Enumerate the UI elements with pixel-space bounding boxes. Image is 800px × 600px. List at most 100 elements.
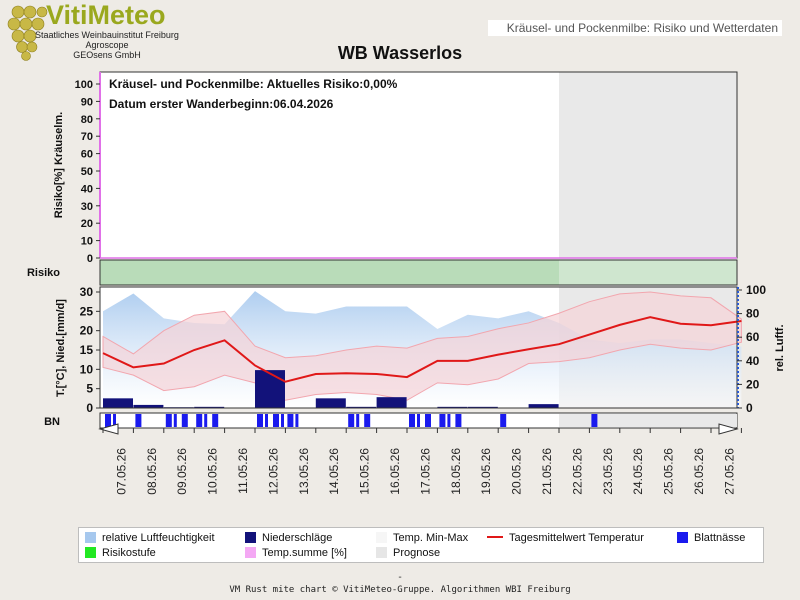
leaf-wetness-bar: [273, 414, 279, 427]
risk-band-observed: [100, 260, 559, 285]
humidity-y-tick-label: 100: [746, 283, 766, 297]
station-title: WB Wasserlos: [337, 43, 463, 63]
leaf-wetness-bar: [113, 414, 116, 427]
humidity-y-tick-label: 0: [746, 401, 753, 415]
risk-band-forecast: [559, 260, 737, 285]
leaf-wetness-bar: [409, 414, 415, 427]
leaf-wetness-label: BN: [44, 416, 60, 428]
leaf-wetness-bar: [447, 414, 451, 427]
legend-item-precip: Niederschläge: [245, 531, 332, 545]
chart-legend: relative Luftfeuchtigkeit Niederschläge …: [78, 527, 764, 563]
precip-bar: [528, 404, 559, 408]
leaf-wetness-bar: [212, 414, 219, 427]
partner-geosens: GEOsens GmbH: [73, 50, 141, 60]
risk-y-tick-label: 50: [81, 166, 93, 178]
x-tick-label: 19.05.26: [479, 448, 493, 495]
x-tick-label: 10.05.26: [206, 448, 220, 495]
x-tick-label: 27.05.26: [722, 448, 736, 495]
footer-credit: VM Rust mite chart © VitiMeteo-Gruppe. A…: [229, 585, 571, 595]
x-tick-label: 13.05.26: [297, 448, 311, 495]
legend-item-forecast: Prognose: [376, 546, 440, 560]
leaf-wetness-bar: [257, 414, 263, 427]
precip-bar: [467, 406, 498, 408]
risk-y-tick-label: 60: [81, 149, 93, 161]
weather-y-tick-label: 10: [80, 362, 94, 376]
precip-bar: [103, 398, 133, 408]
leaf-wetness-bar: [348, 414, 355, 427]
humidity-y-tick-label: 40: [746, 354, 760, 368]
precip-bar: [346, 406, 377, 408]
leaf-wetness-bar: [439, 414, 446, 427]
grape-logo-icon: [7, 5, 48, 61]
leaf-wetness-bar: [364, 414, 371, 427]
risk-y-tick-label: 20: [81, 218, 93, 230]
x-tick-label: 23.05.26: [601, 448, 615, 495]
legend-item-temp-sum: Temp.summe [%]: [245, 546, 347, 560]
risk-band-label: Risiko: [27, 267, 60, 279]
leaf-wetness-bar: [105, 414, 111, 427]
risk-start-date-text: Datum erster Wanderbeginn:06.04.2026: [109, 97, 334, 111]
risk-y-tick-label: 90: [81, 96, 93, 108]
leaf-wetness-bar: [287, 414, 294, 427]
x-tick-label: 09.05.26: [175, 448, 189, 495]
risk-y-axis-label: Risiko[%] Kräuselm.: [53, 112, 65, 218]
legend-item-risk-level: Risikostufe: [85, 546, 156, 560]
x-tick-label: 24.05.26: [631, 448, 645, 495]
partner-agroscope: Agroscope: [85, 40, 129, 50]
humidity-y-tick-label: 80: [746, 307, 760, 321]
leaf-wetness-bar: [356, 414, 360, 427]
logo: [4, 2, 184, 62]
weather-y-tick-label: 5: [86, 382, 93, 396]
leaf-wetness-bar: [181, 414, 188, 427]
precip-bar: [255, 370, 285, 408]
x-tick-label: 26.05.26: [692, 448, 706, 495]
temp-mean-line: [102, 316, 742, 383]
legend-item-temp-range: Temp. Min-Max: [376, 531, 468, 545]
legend-item-leaf-wetness: Blattnässe: [677, 531, 745, 545]
risk-current-text: Kräusel- und Pockenmilbe: Aktuelles Risi…: [109, 77, 398, 91]
x-tick-label: 12.05.26: [266, 448, 280, 495]
x-tick-label: 16.05.26: [388, 448, 402, 495]
x-tick-label: 11.05.26: [236, 448, 250, 494]
weather-y-tick-label: 20: [80, 324, 94, 338]
precip-bar: [437, 406, 468, 408]
x-tick-label: 14.05.26: [327, 448, 341, 495]
precip-bar: [315, 398, 346, 408]
humidity-y-axis-label: rel. Luftf.: [774, 324, 786, 371]
x-tick-label: 08.05.26: [145, 448, 159, 495]
leaf-wetness-bar: [165, 414, 172, 427]
leaf-wetness-bar: [500, 414, 507, 427]
page-label: Kräusel- und Pockenmilbe: Risiko und Wet…: [488, 20, 782, 36]
footer-dash: -: [398, 572, 402, 583]
leaf-wetness-bar: [173, 414, 177, 427]
leaf-wetness-bar: [135, 414, 142, 427]
leaf-wetness-bar: [281, 414, 284, 427]
precip-bar: [376, 397, 407, 408]
x-tick-label: 22.05.26: [570, 448, 584, 495]
risk-y-tick-label: 10: [81, 236, 93, 248]
scroll-right-icon: [718, 423, 739, 435]
x-tick-label: 15.05.26: [358, 448, 372, 495]
risk-y-tick-label: 80: [81, 114, 93, 126]
leaf-wetness-bar: [204, 414, 208, 427]
x-tick-label: 18.05.26: [449, 448, 463, 495]
risk-y-tick-label: 30: [81, 201, 93, 213]
x-tick-label: 25.05.26: [662, 448, 676, 495]
risk-y-tick-label: 70: [81, 131, 93, 143]
weather-y-tick-label: 15: [80, 343, 94, 357]
weather-y-axis-label: T.[°C], Nied.[mm/d]: [55, 299, 67, 397]
leaf-wetness-bar: [295, 414, 299, 427]
risk-band-frame: [99, 259, 738, 286]
leaf-wetness-bar: [455, 414, 462, 427]
legend-item-temp-mean: Tagesmittelwert Temperatur: [487, 531, 644, 545]
risk-y-tick-label: 0: [87, 253, 93, 265]
leaf-wetness-bar: [591, 414, 598, 427]
x-tick-label: 07.05.26: [114, 448, 128, 495]
leaf-wetness-bar: [417, 414, 420, 427]
precip-bar: [133, 404, 164, 408]
precip-bar: [194, 406, 225, 408]
weather-y-tick-label: 0: [86, 401, 93, 415]
legend-item-humidity: relative Luftfeuchtigkeit: [85, 531, 215, 545]
risk-y-tick-label: 100: [75, 79, 93, 91]
